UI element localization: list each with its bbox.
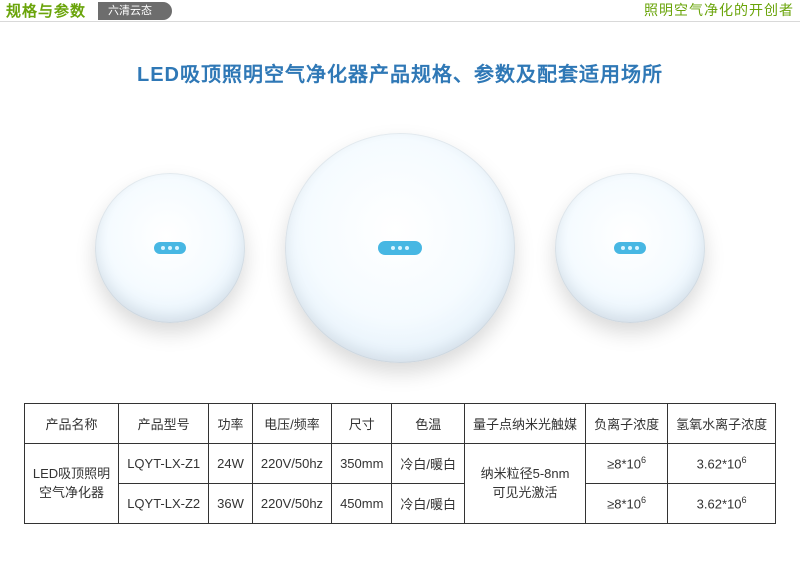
table-row: LED吸顶照明 空气净化器 LQYT-LX-Z1 24W 220V/50hz 3… [24,444,775,484]
spec-table: 产品名称 产品型号 功率 电压/频率 尺寸 色温 量子点纳米光触媒 负离子浓度 … [24,403,776,524]
cell-voltage: 220V/50hz [252,444,331,484]
top-bar: 规格与参数 六清云态 照明空气净化的开创者 [0,0,800,22]
cell-voltage: 220V/50hz [252,484,331,524]
col-hydroxyl-ion: 氢氧水离子浓度 [668,404,776,444]
cell-negative-ion: ≥8*106 [586,484,668,524]
cell-cct: 冷白/暖白 [392,444,465,484]
quantum-line1: 纳米粒径5-8nm [481,466,570,481]
cell-model: LQYT-LX-Z1 [119,444,209,484]
cell-power: 36W [209,484,253,524]
lamp-small-right [555,173,705,323]
cell-hydroxyl-ion: 3.62*106 [668,444,776,484]
lamp-badge [614,242,646,254]
tagline: 照明空气净化的开创者 [644,0,794,20]
col-voltage: 电压/频率 [252,404,331,444]
col-product-name: 产品名称 [24,404,118,444]
quantum-line2: 可见光激活 [493,485,558,500]
lamp-disc [555,173,705,323]
col-quantum: 量子点纳米光触媒 [465,404,586,444]
table-header-row: 产品名称 产品型号 功率 电压/频率 尺寸 色温 量子点纳米光触媒 负离子浓度 … [24,404,775,444]
table-row: LQYT-LX-Z2 36W 220V/50hz 450mm 冷白/暖白 ≥8*… [24,484,775,524]
cell-negative-ion: ≥8*106 [586,444,668,484]
cell-quantum: 纳米粒径5-8nm 可见光激活 [465,444,586,524]
lamp-disc [285,133,515,363]
page-headline: LED吸顶照明空气净化器产品规格、参数及配套适用场所 [0,58,800,87]
cell-hydroxyl-ion: 3.62*106 [668,484,776,524]
lamp-badge [378,241,422,255]
cell-cct: 冷白/暖白 [392,484,465,524]
col-power: 功率 [209,404,253,444]
product-images-row [0,133,800,363]
brand-pill: 六清云态 [98,2,172,20]
col-negative-ion: 负离子浓度 [586,404,668,444]
col-cct: 色温 [392,404,465,444]
cell-size: 450mm [332,484,392,524]
cell-product-name: LED吸顶照明 空气净化器 [24,444,118,524]
product-name-line2: 空气净化器 [39,485,104,500]
lamp-small-left [95,173,245,323]
col-size: 尺寸 [332,404,392,444]
product-name-line1: LED吸顶照明 [33,466,110,481]
cell-model: LQYT-LX-Z2 [119,484,209,524]
cell-power: 24W [209,444,253,484]
lamp-disc [95,173,245,323]
cell-size: 350mm [332,444,392,484]
col-model: 产品型号 [119,404,209,444]
section-title: 规格与参数 [0,0,86,21]
lamp-big-center [285,133,515,363]
lamp-badge [154,242,186,254]
